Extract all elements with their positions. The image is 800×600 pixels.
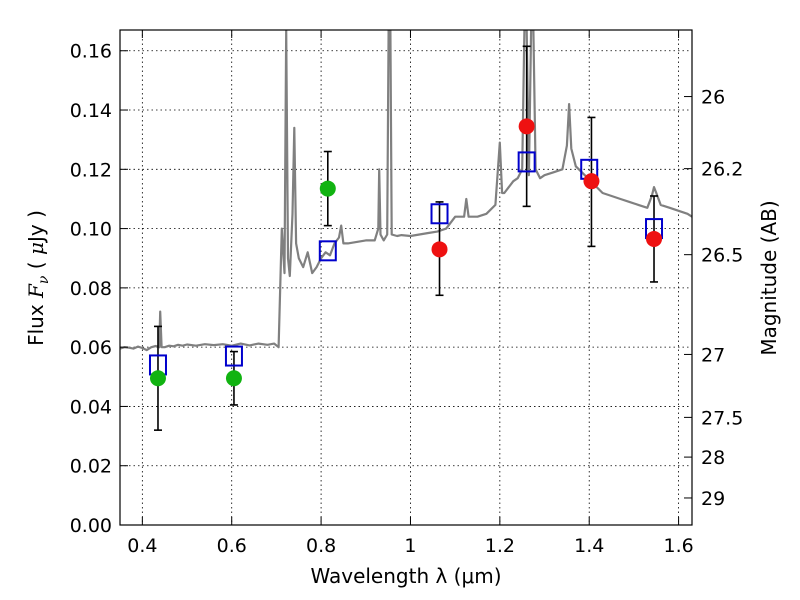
observed-green-point (319, 180, 336, 197)
y-tick-label: 0.00 (70, 515, 112, 537)
x-tick-label: 1.6 (663, 535, 693, 557)
y-tick-label: 0.02 (70, 456, 112, 478)
model-spectrum-line (120, 30, 692, 352)
plot-frame (119, 29, 693, 526)
observed-red-point (583, 173, 600, 190)
right-tick-label: 26.2 (701, 159, 743, 181)
observed-red-point (431, 241, 448, 258)
x-tick-label: 1.4 (574, 535, 604, 557)
right-tick-label: 27 (701, 344, 725, 366)
model-photometry-markers (148, 151, 664, 376)
right-tick-label: 27.5 (701, 407, 743, 429)
right-tick-label: 26 (701, 87, 725, 109)
y-tick-label: 0.16 (70, 41, 112, 63)
plot-area (120, 30, 692, 431)
observed-green-point (225, 370, 242, 387)
right-tick-label: 28 (701, 447, 725, 469)
y-tick-label: 0.06 (70, 337, 112, 359)
observed-red-point (518, 118, 535, 135)
model-photometry-square (224, 345, 243, 367)
y-axis-label: Flux Fν ( μJy ) (24, 210, 52, 346)
x-tick-labels: 0.4 0.6 0.8 1 1.2 1.4 1.6 (127, 535, 693, 557)
y-tick-label: 0.10 (70, 219, 112, 241)
model-photometry-square (430, 203, 449, 225)
right-tick-labels: 26 26.2 26.5 27 27.5 28 29 (701, 87, 743, 510)
y-tick-label: 0.08 (70, 278, 112, 300)
observed-markers (149, 118, 663, 387)
x-tick-label: 0.4 (127, 535, 157, 557)
y-tick-label: 0.04 (70, 396, 112, 418)
y-tick-label: 0.14 (70, 100, 112, 122)
model-photometry-square (318, 240, 337, 262)
x-tick-label: 0.6 (217, 535, 247, 557)
x-tick-label: 0.8 (306, 535, 336, 557)
grid-lines (120, 30, 692, 526)
y-tick-labels: 0.00 0.02 0.04 0.06 0.08 0.10 0.12 0.14 0.16 (70, 41, 112, 537)
x-tick-label: 1.2 (485, 535, 515, 557)
observed-green-point (149, 370, 166, 387)
y-tick-label: 0.12 (70, 159, 112, 181)
observed-red-point (646, 230, 663, 247)
model-photometry-square (517, 151, 536, 173)
right-tick-label: 26.5 (701, 245, 743, 267)
x-axis-label: Wavelength λ (μm) (310, 564, 501, 588)
x-tick-label: 1 (404, 535, 416, 557)
right-axis-label: Magnitude (AB) (757, 200, 781, 355)
right-tick-label: 29 (701, 488, 725, 510)
